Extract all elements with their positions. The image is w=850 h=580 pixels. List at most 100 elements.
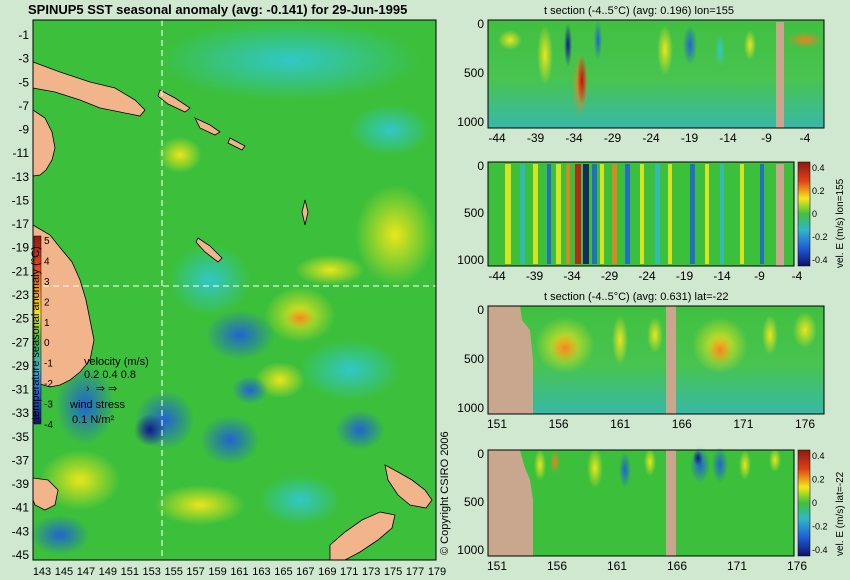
lat-tick-label: -25 xyxy=(12,312,30,326)
panel-x-tick: -34 xyxy=(563,269,581,283)
panel-x-tick: 151 xyxy=(487,559,507,573)
lat-tick-label: -31 xyxy=(12,383,30,397)
land-cape-york xyxy=(32,109,56,177)
vel-colorbar-tick: 0.2 xyxy=(812,186,825,196)
main-colorbar-tick: 3 xyxy=(44,277,50,288)
panel-depth-tick: 500 xyxy=(464,66,484,80)
lat-tick-label: -41 xyxy=(12,501,30,515)
lon-tick-label: 163 xyxy=(252,566,270,578)
panel-x-tick: -24 xyxy=(642,131,660,145)
main-colorbar-tick: -3 xyxy=(44,400,53,411)
velocity-band xyxy=(533,164,538,264)
lon-tick-label: 159 xyxy=(208,566,226,578)
lat-tick-label: -11 xyxy=(13,146,30,160)
land-new-britain xyxy=(157,89,191,113)
panel-x-tick: -19 xyxy=(681,131,699,145)
panel-vel-lon xyxy=(487,161,811,267)
lat-tick-label: -1 xyxy=(18,28,29,42)
lon-tick-label: 179 xyxy=(428,566,446,578)
lon-tick-label: 157 xyxy=(186,566,204,578)
panel-x-tick: 176 xyxy=(787,559,807,573)
lat-tick-label: -29 xyxy=(12,359,30,373)
land-new-caledonia xyxy=(195,237,223,263)
velocity-band xyxy=(547,164,551,264)
lon-tick-labels: 143 145 147 149 151 153 155 157 159 161 163 165 167 1… xyxy=(33,566,446,578)
land-new-guinea xyxy=(32,61,146,117)
main-colorbar-tick: -4 xyxy=(44,420,53,431)
lon-tick-label: 143 xyxy=(33,566,51,578)
lon-tick-label: 167 xyxy=(296,566,314,578)
panel-x-tick: -14 xyxy=(713,269,731,283)
panel-vel-lat xyxy=(487,447,811,557)
sst-anomaly-field xyxy=(30,20,435,555)
panel-depth-tick: 0 xyxy=(477,17,484,31)
main-colorbar-tick: 0 xyxy=(44,338,50,349)
land-vanuatu xyxy=(301,199,309,226)
lat-tick-label: -33 xyxy=(12,406,30,420)
panel-x-tick: -39 xyxy=(527,131,545,145)
lat-tick-label: -23 xyxy=(12,288,30,302)
land-solomons xyxy=(194,117,221,136)
velocity-band xyxy=(592,164,597,264)
land-nz-north xyxy=(384,464,433,509)
panel-x-tick: 171 xyxy=(733,417,753,431)
main-colorbar-tick: -1 xyxy=(44,359,53,370)
vel-colorbar-2-label: vel. E (m/s) lat=-22 xyxy=(835,471,846,556)
main-colorbar-label: temperature seasonal anomaly (°C) xyxy=(30,246,42,420)
lon-tick-label: 177 xyxy=(406,566,424,578)
lat-tick-label: -43 xyxy=(12,524,30,538)
panel-x-tick: -39 xyxy=(526,269,544,283)
panel1-title: t section (-4..5°C) (avg: 0.196) lon=155 xyxy=(544,5,734,17)
panel-x-tick: 166 xyxy=(672,417,692,431)
panel-depth-tick: 1000 xyxy=(457,401,484,415)
main-map: 5 4 3 2 1 0 -1 -2 -3 -4 -1 -3 -5 -7 -9 -11 -13 -15 -17 -19… xyxy=(12,19,446,578)
velocity-band xyxy=(690,164,695,264)
panel-depth-tick: 1000 xyxy=(457,115,484,129)
main-map-title: SPINUP5 SST seasonal anomaly (avg: -0.14… xyxy=(28,2,408,17)
lat-tick-label: -37 xyxy=(12,453,30,467)
panel-x-tick: 161 xyxy=(610,417,630,431)
panel-depth-tick: 500 xyxy=(464,352,484,366)
vel-colorbar-1 xyxy=(797,161,811,267)
panel-tick-labels: 0 500 1000 -44 -39 -34 -29 -24 -19 -14 -9 -4 0 500 100… xyxy=(457,17,827,573)
lat-tick-label: -5 xyxy=(18,75,29,89)
wind-stress-label: wind stress xyxy=(70,399,126,411)
panel-depth-tick: 500 xyxy=(464,495,484,509)
lon-tick-label: 147 xyxy=(77,566,95,578)
velocity-label: velocity (m/s) xyxy=(84,356,149,368)
vel-colorbar-2 xyxy=(797,449,811,557)
panel-t-lon xyxy=(487,19,825,129)
land-australia xyxy=(32,224,95,388)
lat-tick-label: -17 xyxy=(12,217,30,231)
panel-depth-tick: 0 xyxy=(477,303,484,317)
lat-tick-label: -39 xyxy=(12,477,30,491)
velocity-band xyxy=(556,164,561,264)
copyright-text: © Copyright CSIRO 2006 xyxy=(439,431,451,555)
panel-x-tick: -4 xyxy=(792,269,803,283)
wind-stress-scale: 0.1 N/m² xyxy=(72,414,115,426)
panel-x-tick: -19 xyxy=(676,269,694,283)
velocity-band xyxy=(505,164,511,264)
vel-colorbar-tick: -0.4 xyxy=(812,545,828,555)
lat-tick-labels: -1 -3 -5 -7 -9 -11 -13 -15 -17 -19 -21 -23 -25 -27 -29… xyxy=(12,28,30,562)
panel-x-tick: 171 xyxy=(727,559,747,573)
lon-tick-label: 153 xyxy=(143,566,161,578)
panel-depth-tick: 1000 xyxy=(457,543,484,557)
lon-tick-label: 161 xyxy=(230,566,248,578)
panel-x-tick: -24 xyxy=(638,269,656,283)
panel-depth-tick: 0 xyxy=(477,447,484,461)
main-colorbar xyxy=(33,235,42,425)
lon-tick-label: 155 xyxy=(164,566,182,578)
lon-tick-label: 173 xyxy=(362,566,380,578)
panel-x-tick: 166 xyxy=(667,559,687,573)
lon-tick-label: 165 xyxy=(274,566,292,578)
lat-tick-label: -15 xyxy=(12,193,30,207)
panel-x-tick: -29 xyxy=(604,131,622,145)
velocity-band xyxy=(760,164,764,264)
velocity-scale: 0.2 0.4 0.8 xyxy=(84,369,136,381)
main-colorbar-tick: 2 xyxy=(44,297,50,308)
velocity-band xyxy=(640,164,644,264)
panel-t-lat xyxy=(487,305,825,415)
velocity-band xyxy=(520,164,525,264)
